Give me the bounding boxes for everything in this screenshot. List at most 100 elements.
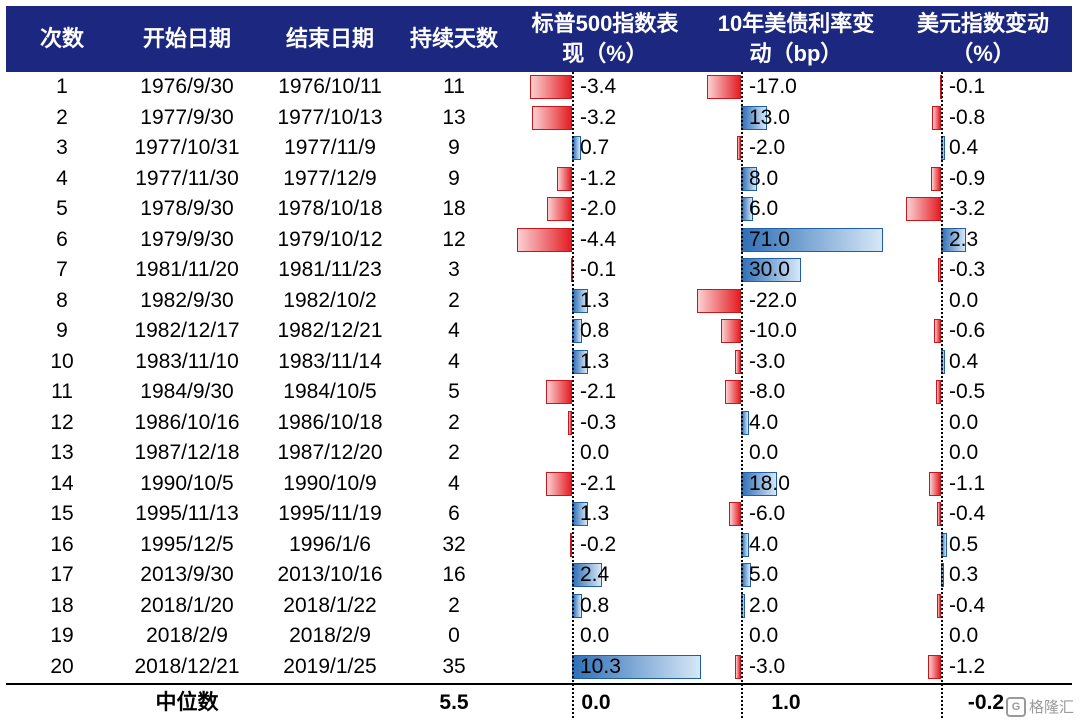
header-count: 次数 — [39, 26, 84, 51]
cell-duration: 13 — [442, 105, 466, 129]
dxy-value: -1.1 — [949, 471, 986, 495]
table-row: 2 1977/9/30 1977/10/13 13 -3.2 13.0 -0.8 — [6, 103, 1072, 134]
cell-start-date: 2018/2/9 — [146, 624, 228, 647]
cell-start-date: 1982/12/17 — [134, 319, 240, 342]
dxy-value: 0.0 — [949, 441, 979, 464]
table-row: 20 2018/12/21 2019/1/25 35 10.3 -3.0 -1.2 — [6, 652, 1072, 683]
ust10-value: 8.0 — [749, 166, 779, 190]
sp500-value: 2.4 — [580, 563, 610, 586]
sp500-value: 10.3 — [580, 654, 621, 678]
cell-end-date: 1987/12/20 — [277, 441, 383, 464]
sp500-bar — [545, 380, 572, 404]
ust10-value: 13.0 — [749, 105, 790, 129]
ust10-value: -8.0 — [749, 380, 786, 403]
cell-duration: 35 — [442, 654, 466, 678]
ust10-value: 30.0 — [749, 258, 790, 281]
dxy-value: -0.5 — [949, 380, 986, 403]
ust10-bar — [721, 319, 741, 343]
sp500-bar — [572, 563, 602, 587]
ust10-bar — [735, 349, 741, 374]
cell-count: 11 — [51, 380, 73, 403]
sp500-value: -3.2 — [580, 105, 617, 129]
cell-count: 15 — [50, 502, 74, 525]
dxy-value: 0.0 — [949, 410, 979, 434]
cell-duration: 4 — [448, 349, 460, 373]
footer-label: 中位数 — [155, 691, 219, 714]
cell-count: 16 — [50, 532, 74, 556]
dxy-bar — [905, 197, 941, 221]
cell-end-date: 1996/1/6 — [289, 532, 371, 556]
dxy-bar — [935, 380, 941, 404]
cell-start-date: 1979/9/30 — [140, 227, 234, 251]
table-row: 8 1982/9/30 1982/10/2 2 1.3 -22.0 0.0 — [6, 286, 1072, 317]
table-row: 4 1977/11/30 1977/12/9 9 -1.2 8.0 -0.9 — [6, 164, 1072, 195]
cell-start-date: 1995/12/5 — [140, 532, 234, 556]
cell-start-date: 1983/11/10 — [135, 349, 239, 373]
cell-start-date: 1977/10/31 — [134, 136, 240, 159]
header-duration: 持续天数 — [409, 26, 498, 51]
cell-count: 14 — [50, 471, 74, 495]
sp500-value: -0.3 — [580, 410, 617, 434]
cell-end-date: 1984/10/5 — [283, 380, 377, 403]
footer-dxy: -0.2 — [967, 691, 1005, 714]
ust10-value: -3.0 — [749, 654, 786, 678]
table-row: 12 1986/10/16 1986/10/18 2 -0.3 4.0 0.0 — [6, 408, 1072, 439]
header-dxy-line1: 美元指数变动 — [916, 11, 1049, 36]
cell-end-date: 2019/1/25 — [283, 654, 377, 678]
sp500-value: 0.8 — [580, 593, 610, 617]
dxy-bar — [928, 471, 941, 496]
sp500-value: -0.1 — [580, 258, 617, 281]
cell-count: 7 — [56, 258, 68, 281]
cell-start-date: 1990/10/5 — [140, 471, 234, 495]
ust10-bar — [725, 380, 741, 404]
table-row: 10 1983/11/10 1983/11/14 4 1.3 -3.0 0.4 — [6, 347, 1072, 378]
ust10-bar — [737, 136, 741, 160]
cell-end-date: 1977/10/13 — [277, 105, 383, 129]
table-row: 19 2018/2/9 2018/2/9 0 0.0 0.0 0.0 — [6, 621, 1072, 652]
table-row: 18 2018/1/20 2018/1/22 2 0.8 2.0 -0.4 — [6, 591, 1072, 622]
cell-start-date: 2018/1/20 — [140, 593, 234, 617]
cell-duration: 6 — [448, 502, 460, 525]
ust10-value: 4.0 — [749, 410, 779, 434]
header-dxy: 美元指数变动 （%） — [894, 6, 1072, 72]
cell-duration: 9 — [448, 166, 460, 190]
ust10-bar — [741, 227, 883, 252]
sp500-value: -2.1 — [580, 380, 617, 403]
dxy-bar — [936, 502, 941, 526]
cell-end-date: 1982/12/21 — [277, 319, 383, 342]
ust10-value: 5.0 — [749, 563, 779, 586]
ust10-value: -3.0 — [749, 349, 786, 373]
dxy-value: -0.9 — [949, 166, 986, 190]
cell-duration: 11 — [443, 75, 465, 98]
cell-end-date: 1986/10/18 — [277, 410, 383, 434]
cell-start-date: 1995/11/13 — [135, 502, 239, 525]
cell-start-date: 1977/9/30 — [140, 105, 234, 129]
cell-start-date: 1977/11/30 — [135, 166, 239, 190]
ust10-value: 6.0 — [749, 197, 779, 220]
dxy-axis-line — [941, 72, 943, 718]
table-row: 3 1977/10/31 1977/11/9 9 0.7 -2.0 0.4 — [6, 133, 1072, 164]
ust10-value: -2.0 — [749, 136, 786, 159]
header-ust10: 10年美债利率变 动（bp） — [698, 6, 894, 72]
sp500-value: -0.2 — [580, 532, 617, 556]
cell-duration: 0 — [448, 624, 460, 647]
footer-days: 5.5 — [439, 691, 469, 714]
cell-duration: 18 — [442, 197, 466, 220]
sp500-bar — [568, 410, 572, 435]
ust10-value: -10.0 — [749, 319, 797, 342]
table-row: 13 1987/12/18 1987/12/20 2 0.0 0.0 0.0 — [6, 438, 1072, 469]
cell-duration: 4 — [448, 319, 460, 342]
cell-end-date: 2018/2/9 — [289, 624, 371, 647]
cell-duration: 12 — [442, 227, 466, 251]
dxy-value: -0.6 — [949, 319, 986, 342]
header-ust10-line1: 10年美债利率变 — [717, 11, 875, 36]
dxy-bar — [936, 593, 941, 618]
cell-count: 8 — [56, 288, 68, 312]
dxy-value: -0.4 — [949, 502, 986, 525]
cell-count: 19 — [50, 624, 74, 647]
sp500-bar — [532, 105, 572, 130]
ust10-value: -17.0 — [749, 75, 797, 98]
footer-ust10: 1.0 — [771, 691, 801, 714]
sp500-value: 1.3 — [580, 288, 610, 312]
cell-start-date: 1986/10/16 — [134, 410, 240, 434]
